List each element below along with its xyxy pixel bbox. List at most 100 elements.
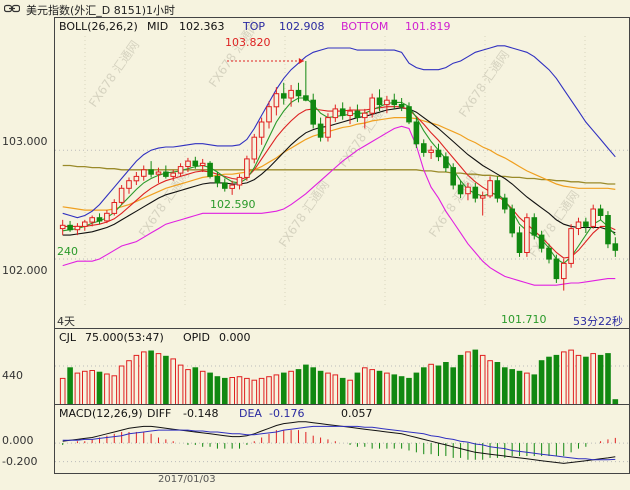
volume-bar xyxy=(177,364,184,405)
candle-body xyxy=(229,184,235,189)
bollinger-top-line xyxy=(62,45,616,219)
candle-body xyxy=(369,97,375,114)
opid-value: 0.000 xyxy=(219,331,251,344)
candle-body xyxy=(155,171,162,175)
candle-body xyxy=(317,123,324,138)
volume-bar xyxy=(561,351,567,405)
volume-bar xyxy=(163,355,169,405)
candle-body xyxy=(553,258,560,280)
candle-body xyxy=(546,247,552,260)
candle-body xyxy=(502,197,508,210)
volume-bar xyxy=(553,354,560,405)
candle-body xyxy=(516,232,523,253)
ma-orange-line xyxy=(62,116,616,211)
volume-bar xyxy=(502,367,508,405)
volume-bar xyxy=(89,370,96,405)
volume-bar xyxy=(531,374,538,405)
macd-chart[interactable] xyxy=(55,405,629,473)
candle-body xyxy=(347,110,353,116)
candle-body xyxy=(214,175,221,184)
volume-bar xyxy=(487,360,493,405)
high-marker-arrow xyxy=(298,58,304,65)
volume-bar xyxy=(332,374,339,405)
candle-body xyxy=(354,110,361,119)
candle-body xyxy=(597,208,604,216)
candle-body xyxy=(406,106,412,123)
candle-body xyxy=(222,182,228,189)
volume-bar xyxy=(450,367,456,405)
cjl-indicator-name: CJL xyxy=(59,331,77,344)
volume-bar xyxy=(568,349,574,405)
volume-bar xyxy=(384,372,390,405)
volume-bar xyxy=(236,376,243,405)
bollinger-bottom-line xyxy=(62,125,616,286)
top-value: 102.908 xyxy=(279,20,325,33)
volume-bar xyxy=(118,365,125,405)
candle-body xyxy=(561,262,567,280)
candle-body xyxy=(479,195,486,199)
candle-body xyxy=(303,95,309,101)
volume-bar xyxy=(575,354,582,405)
bottom-value: 101.819 xyxy=(405,20,451,33)
macd-indicator-name: MACD(12,26,9) xyxy=(59,407,143,420)
price-panel[interactable]: FX678 汇通网 FX678 汇通网 FX678 汇通网 FX678 汇通网 FX67… xyxy=(54,17,630,328)
volume-bar xyxy=(362,367,368,405)
ma-black-line xyxy=(62,107,616,236)
candle-body xyxy=(590,208,597,227)
volume-bar xyxy=(509,369,515,405)
candle-body xyxy=(413,121,420,145)
volume-bar xyxy=(266,376,272,405)
candle-body xyxy=(310,99,316,125)
candle-body xyxy=(325,117,331,138)
candle-body xyxy=(89,217,96,223)
volume-bar xyxy=(457,354,464,405)
boll-indicator-name: BOLL(26,26,2) xyxy=(59,20,138,33)
mid-value: 102.363 xyxy=(179,20,225,33)
bottom-label: BOTTOM xyxy=(341,20,389,33)
watermark-text: FX678 汇通网 xyxy=(136,168,192,240)
candle-body xyxy=(236,176,243,186)
macd-panel[interactable]: MACD(12,26,9) DIFF -0.148 DEA -0.176 0.0… xyxy=(54,404,630,474)
dea-value: -0.176 xyxy=(269,407,305,420)
left-edge-value: 240 xyxy=(57,245,78,258)
volume-bar xyxy=(376,370,383,405)
ma-green-line xyxy=(62,97,616,265)
volume-bar xyxy=(133,354,140,405)
candle-body xyxy=(266,106,272,123)
candle-body xyxy=(74,225,81,231)
candle-body xyxy=(207,162,213,177)
candle-body xyxy=(568,228,574,264)
volume-bar xyxy=(141,351,147,405)
high-price-label: 103.820 xyxy=(225,36,271,49)
candle-body xyxy=(465,186,471,195)
volume-bar xyxy=(148,350,154,405)
volume-bar xyxy=(111,375,118,405)
candle-body xyxy=(435,149,442,158)
candle-body xyxy=(494,180,501,199)
candle-body xyxy=(583,221,589,227)
candle-body xyxy=(251,136,258,160)
y-tick-102: 102.000 xyxy=(2,264,48,277)
volume-bar xyxy=(214,376,221,405)
candle-body xyxy=(96,217,103,222)
ma-olive-line xyxy=(62,164,616,185)
volume-bar xyxy=(406,377,412,405)
volume-bar xyxy=(59,377,66,405)
candle-body xyxy=(398,104,405,108)
candle-body xyxy=(170,172,177,177)
candle-body xyxy=(605,215,611,245)
candle-body xyxy=(273,93,280,108)
watermark-text: FX678 汇通网 xyxy=(276,178,332,250)
candle-body xyxy=(443,156,449,169)
candle-body xyxy=(281,93,287,99)
cjl-value: 75.000(53:47) xyxy=(85,331,164,344)
candle-body xyxy=(509,208,515,234)
candle-body xyxy=(428,149,434,153)
volume-bar xyxy=(398,376,405,405)
volume-bar xyxy=(428,363,434,405)
volume-bar xyxy=(288,370,294,405)
volume-bar xyxy=(479,354,486,405)
volume-panel[interactable]: CJL 75.000(53:47) OPID 0.000 xyxy=(54,328,630,405)
candle-body xyxy=(82,221,88,227)
